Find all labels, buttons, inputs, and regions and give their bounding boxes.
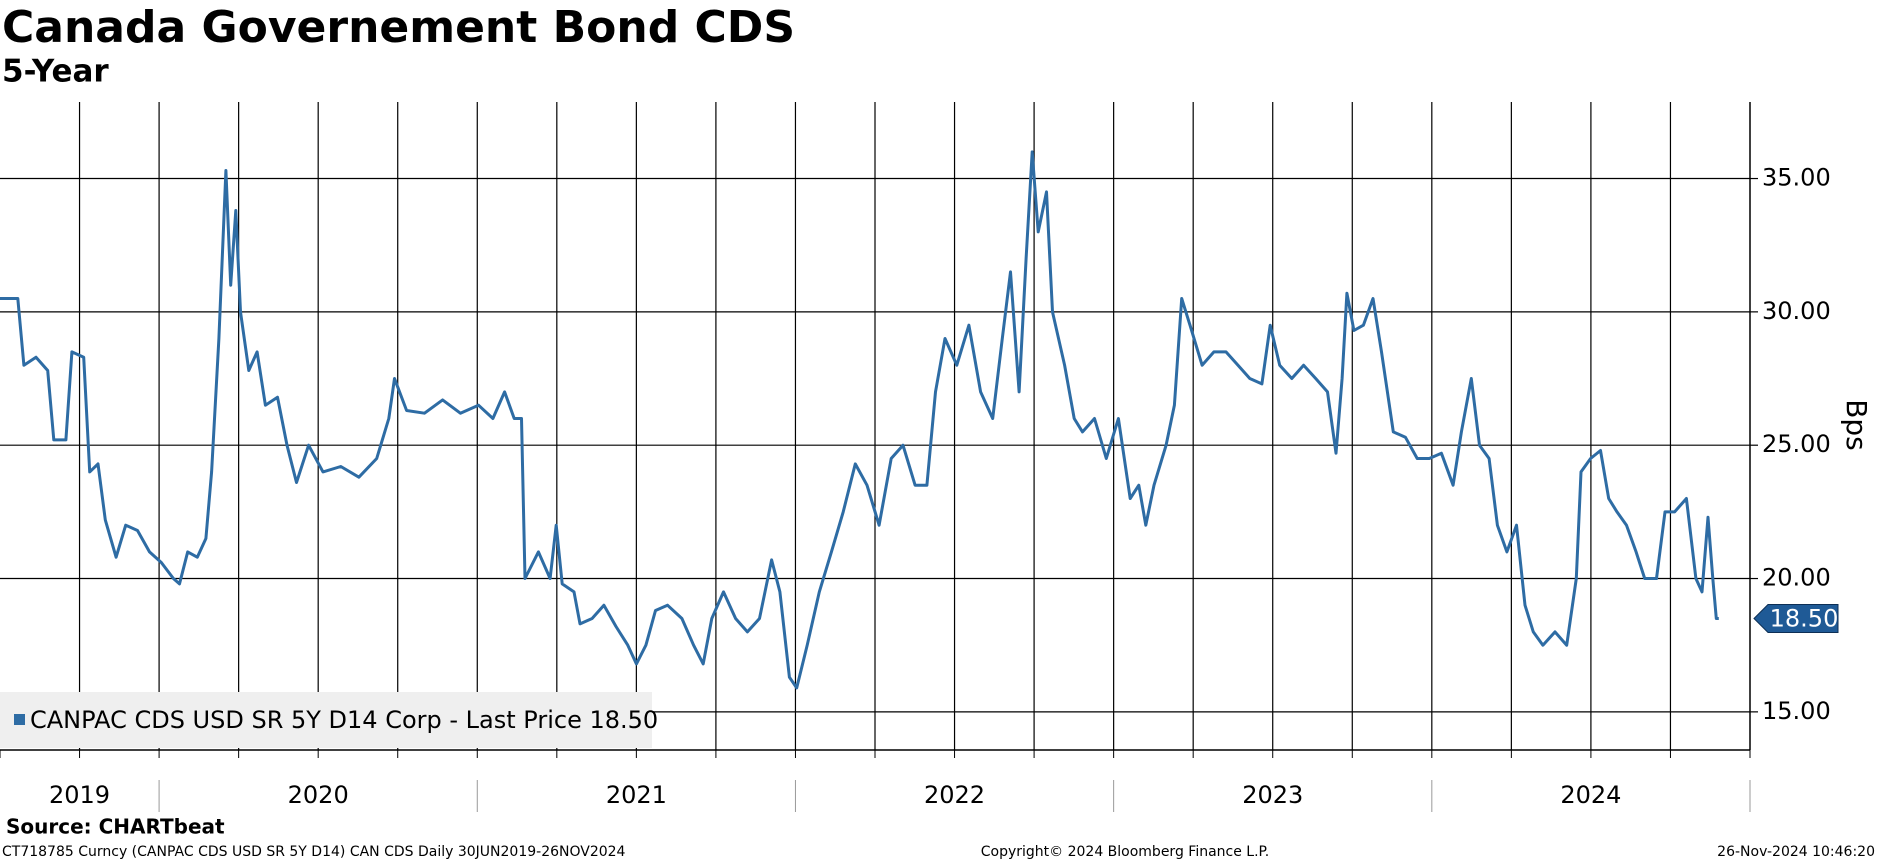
- x-tick-label: 2019: [49, 781, 110, 809]
- legend-label: CANPAC CDS USD SR 5Y D14 Corp - Last Pri…: [30, 706, 658, 734]
- y-tick-label: 15.00: [1762, 697, 1831, 725]
- y-axis-label: Bps: [1840, 399, 1873, 451]
- legend-swatch: [14, 714, 25, 725]
- x-tick-label: 2022: [924, 781, 985, 809]
- y-tick-label: 20.00: [1762, 564, 1831, 592]
- y-tick-label: 25.00: [1762, 430, 1831, 458]
- footer-center: Copyright© 2024 Bloomberg Finance L.P.: [981, 844, 1270, 860]
- chart-subtitle: 5-Year: [2, 54, 109, 90]
- y-tick-label: 30.00: [1762, 297, 1831, 325]
- footer-left: CT718785 Curncy (CANPAC CDS USD SR 5Y D1…: [2, 844, 626, 860]
- last-price-tag: [1753, 604, 1839, 634]
- x-tick-label: 2020: [288, 781, 349, 809]
- x-tick-label: 2024: [1560, 781, 1621, 809]
- legend-box: [0, 692, 652, 748]
- x-tick-label: 2023: [1242, 781, 1303, 809]
- source: Source: CHARTbeat: [6, 815, 225, 839]
- last-price-label: 18.50: [1770, 605, 1839, 633]
- y-tick-label: 35.00: [1762, 164, 1831, 192]
- x-tick-label: 2021: [606, 781, 667, 809]
- series-line: [0, 150, 1719, 690]
- chart-title: Canada Governement Bond CDS: [2, 2, 795, 53]
- footer-right: 26-Nov-2024 10:46:20: [1717, 844, 1875, 860]
